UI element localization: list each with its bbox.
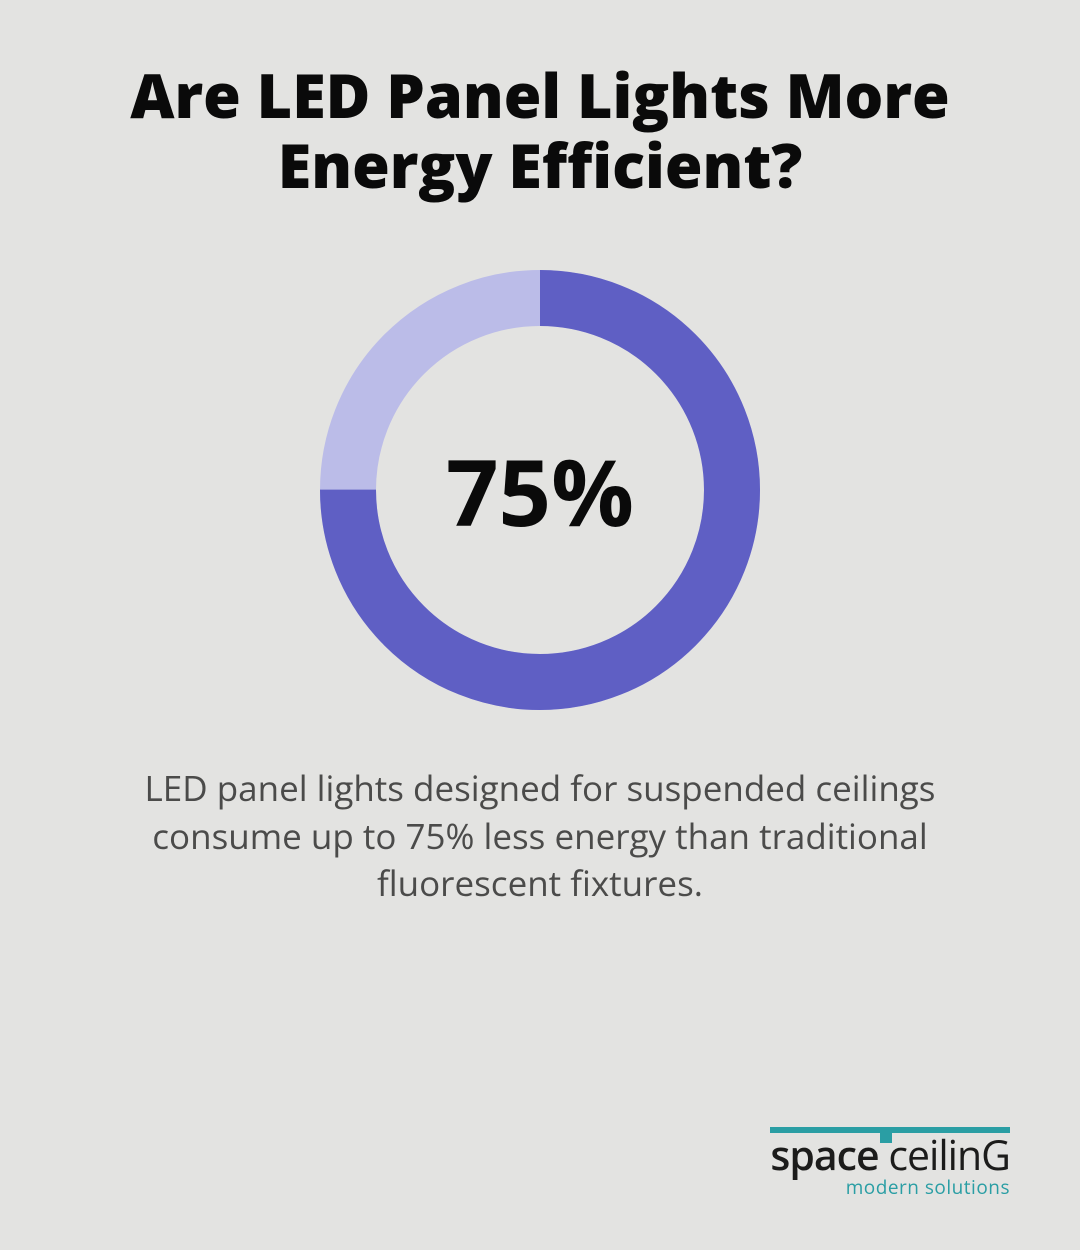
logo-accent-bar	[770, 1127, 1010, 1133]
brand-logo: space ceilinG modern solutions	[770, 1127, 1010, 1200]
body-text: LED panel lights designed for suspended …	[80, 765, 1000, 907]
donut-chart: 75%	[320, 270, 760, 710]
donut-center-label: 75%	[446, 428, 634, 553]
page-title: Are LED Panel Lights More Energy Efficie…	[70, 60, 1010, 200]
